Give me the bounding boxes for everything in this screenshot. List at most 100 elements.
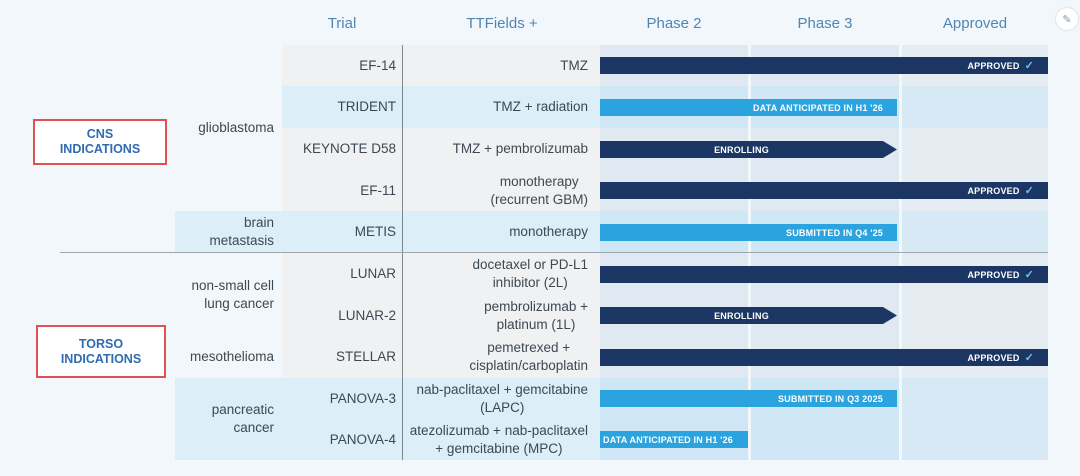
status-text: ENROLLING [714,144,769,155]
status-text: APPROVED [967,186,1020,196]
trial-label: TRIDENT [337,99,397,114]
header-ttfields: TTFields + [466,15,538,32]
status-text: APPROVED [967,353,1020,363]
status-text: SUBMITTED IN Q4 '25 [786,227,883,238]
combination: TMZ [403,45,600,86]
checkmark-icon: ✓ [1024,185,1034,197]
row-bg-approved [902,211,1048,253]
trial-name: EF-11 [282,170,402,211]
row-bg-label [282,419,600,460]
combination-label: TMZ [560,57,588,73]
combination-label: TMZ + radiation [493,99,588,114]
status-label: ENROLLING [600,145,883,155]
row-bg-approved [902,419,1048,460]
combination: monotherapy [403,211,600,253]
indication-label: brain metastasis [170,211,282,253]
combination-label: pemetrexed + cisplatin/carboplatin [469,340,588,373]
trial-name: PANOVA-4 [282,419,402,460]
indication-label: mesothelioma [170,336,282,378]
trial-label: STELLAR [335,349,396,364]
trial-label: KEYNOTE D58 [302,141,396,156]
status-label: SUBMITTED IN Q3 2025 [778,394,883,404]
status-text: APPROVED [967,61,1020,71]
trial-label: PANOVA-3 [329,390,396,406]
combination-label: pembrolizumab + platinum (1L) [484,298,588,332]
header-phase2: Phase 2 [646,15,702,32]
checkmark-icon: ✓ [1024,269,1034,281]
combination: TMZ + pembrolizumab [403,128,600,170]
row-bg-approved [902,128,1048,170]
trial-name: TRIDENT [282,86,402,128]
status-bar: SUBMITTED IN Q4 '25 [600,224,897,241]
row-bg-label [282,170,600,211]
indication-label: glioblastoma [170,45,282,211]
checkmark-icon: ✓ [1024,352,1034,364]
row-bg-label [282,295,600,336]
status-bar: APPROVED ✓ [600,57,1048,74]
trial-label: EF-11 [360,182,396,198]
combination-label: atezolizumab + nab-paclitaxel + gemcitab… [409,422,588,456]
group-divider [60,252,1048,253]
status-text: ENROLLING [714,310,769,321]
status-label: APPROVED ✓ [967,59,1034,72]
row-bg-label [282,211,600,253]
indication-label: pancreatic cancer [170,378,282,460]
trial-name: METIS [282,211,402,253]
header-phase3: Phase 3 [797,15,853,32]
indication-text: brain metastasis [209,215,274,248]
combination: pembrolizumab + platinum (1L) [403,295,600,336]
status-text: DATA ANTICIPATED IN H1 '26 [752,102,883,113]
status-label: SUBMITTED IN Q4 '25 [786,228,883,238]
row-bg-label [282,378,600,419]
trial-name: EF-14 [282,45,402,86]
status-label: DATA ANTICIPATED IN H1 '26 [753,103,883,113]
row-bg-label [282,336,600,378]
status-bar: DATA ANTICIPATED IN H1 '26 [600,431,748,448]
trial-name: STELLAR [282,336,402,378]
group-label: TORSO INDICATIONS [60,336,142,366]
row-bg-label [282,253,600,295]
trial-name: KEYNOTE D58 [282,128,402,170]
indication-bg [175,211,282,253]
trial-name: LUNAR [282,253,402,295]
header-approved: Approved [942,15,1008,32]
trial-label: LUNAR-2 [338,307,396,323]
status-text: SUBMITTED IN Q3 2025 [777,393,883,404]
status-label: APPROVED ✓ [967,184,1034,197]
trial-label: LUNAR [350,266,396,281]
cns-indications-box: CNS INDICATIONS [33,119,167,165]
indication-bg [175,378,282,460]
status-bar: DATA ANTICIPATED IN H1 '26 [600,99,897,116]
combination-label: docetaxel or PD-L1 inhibitor (2L) [472,257,588,290]
trial-label: METIS [354,224,396,239]
group-label: CNS INDICATIONS [59,127,141,156]
header-trial: Trial [327,15,357,32]
torso-indications-box: TORSO INDICATIONS [36,325,166,378]
combination: nab-paclitaxel + gemcitabine (LAPC) [403,378,600,419]
status-label: DATA ANTICIPATED IN H1 '26 [603,435,733,445]
status-text: APPROVED [967,270,1020,280]
status-bar: SUBMITTED IN Q3 2025 [600,390,897,407]
trial-name: LUNAR-2 [282,295,402,336]
indication-text: glioblastoma [198,120,274,135]
checkmark-icon: ✓ [1024,60,1034,72]
row-bg-phase3 [751,419,899,460]
row-bg-label [282,86,600,128]
row-bg-label [282,45,600,86]
status-label: APPROVED ✓ [967,268,1034,281]
status-bar: APPROVED ✓ [600,266,1048,283]
expand-icon[interactable]: ✎ [1056,8,1078,30]
status-bar: APPROVED ✓ [600,182,1048,199]
trial-label: EF-14 [359,57,396,73]
combination-label: monotherapy (recurrent GBM) [490,173,588,207]
combination: TMZ + radiation [403,86,600,128]
combination: atezolizumab + nab-paclitaxel + gemcitab… [403,419,600,460]
row-bg-approved [902,295,1048,336]
row-bg-approved [902,378,1048,419]
combination-label: nab-paclitaxel + gemcitabine (LAPC) [416,381,588,415]
combination-label: TMZ + pembrolizumab [452,141,588,156]
indication-text: pancreatic cancer [211,402,274,435]
indication-label: non-small cell lung cancer [170,253,282,336]
row-bg-approved [902,86,1048,128]
